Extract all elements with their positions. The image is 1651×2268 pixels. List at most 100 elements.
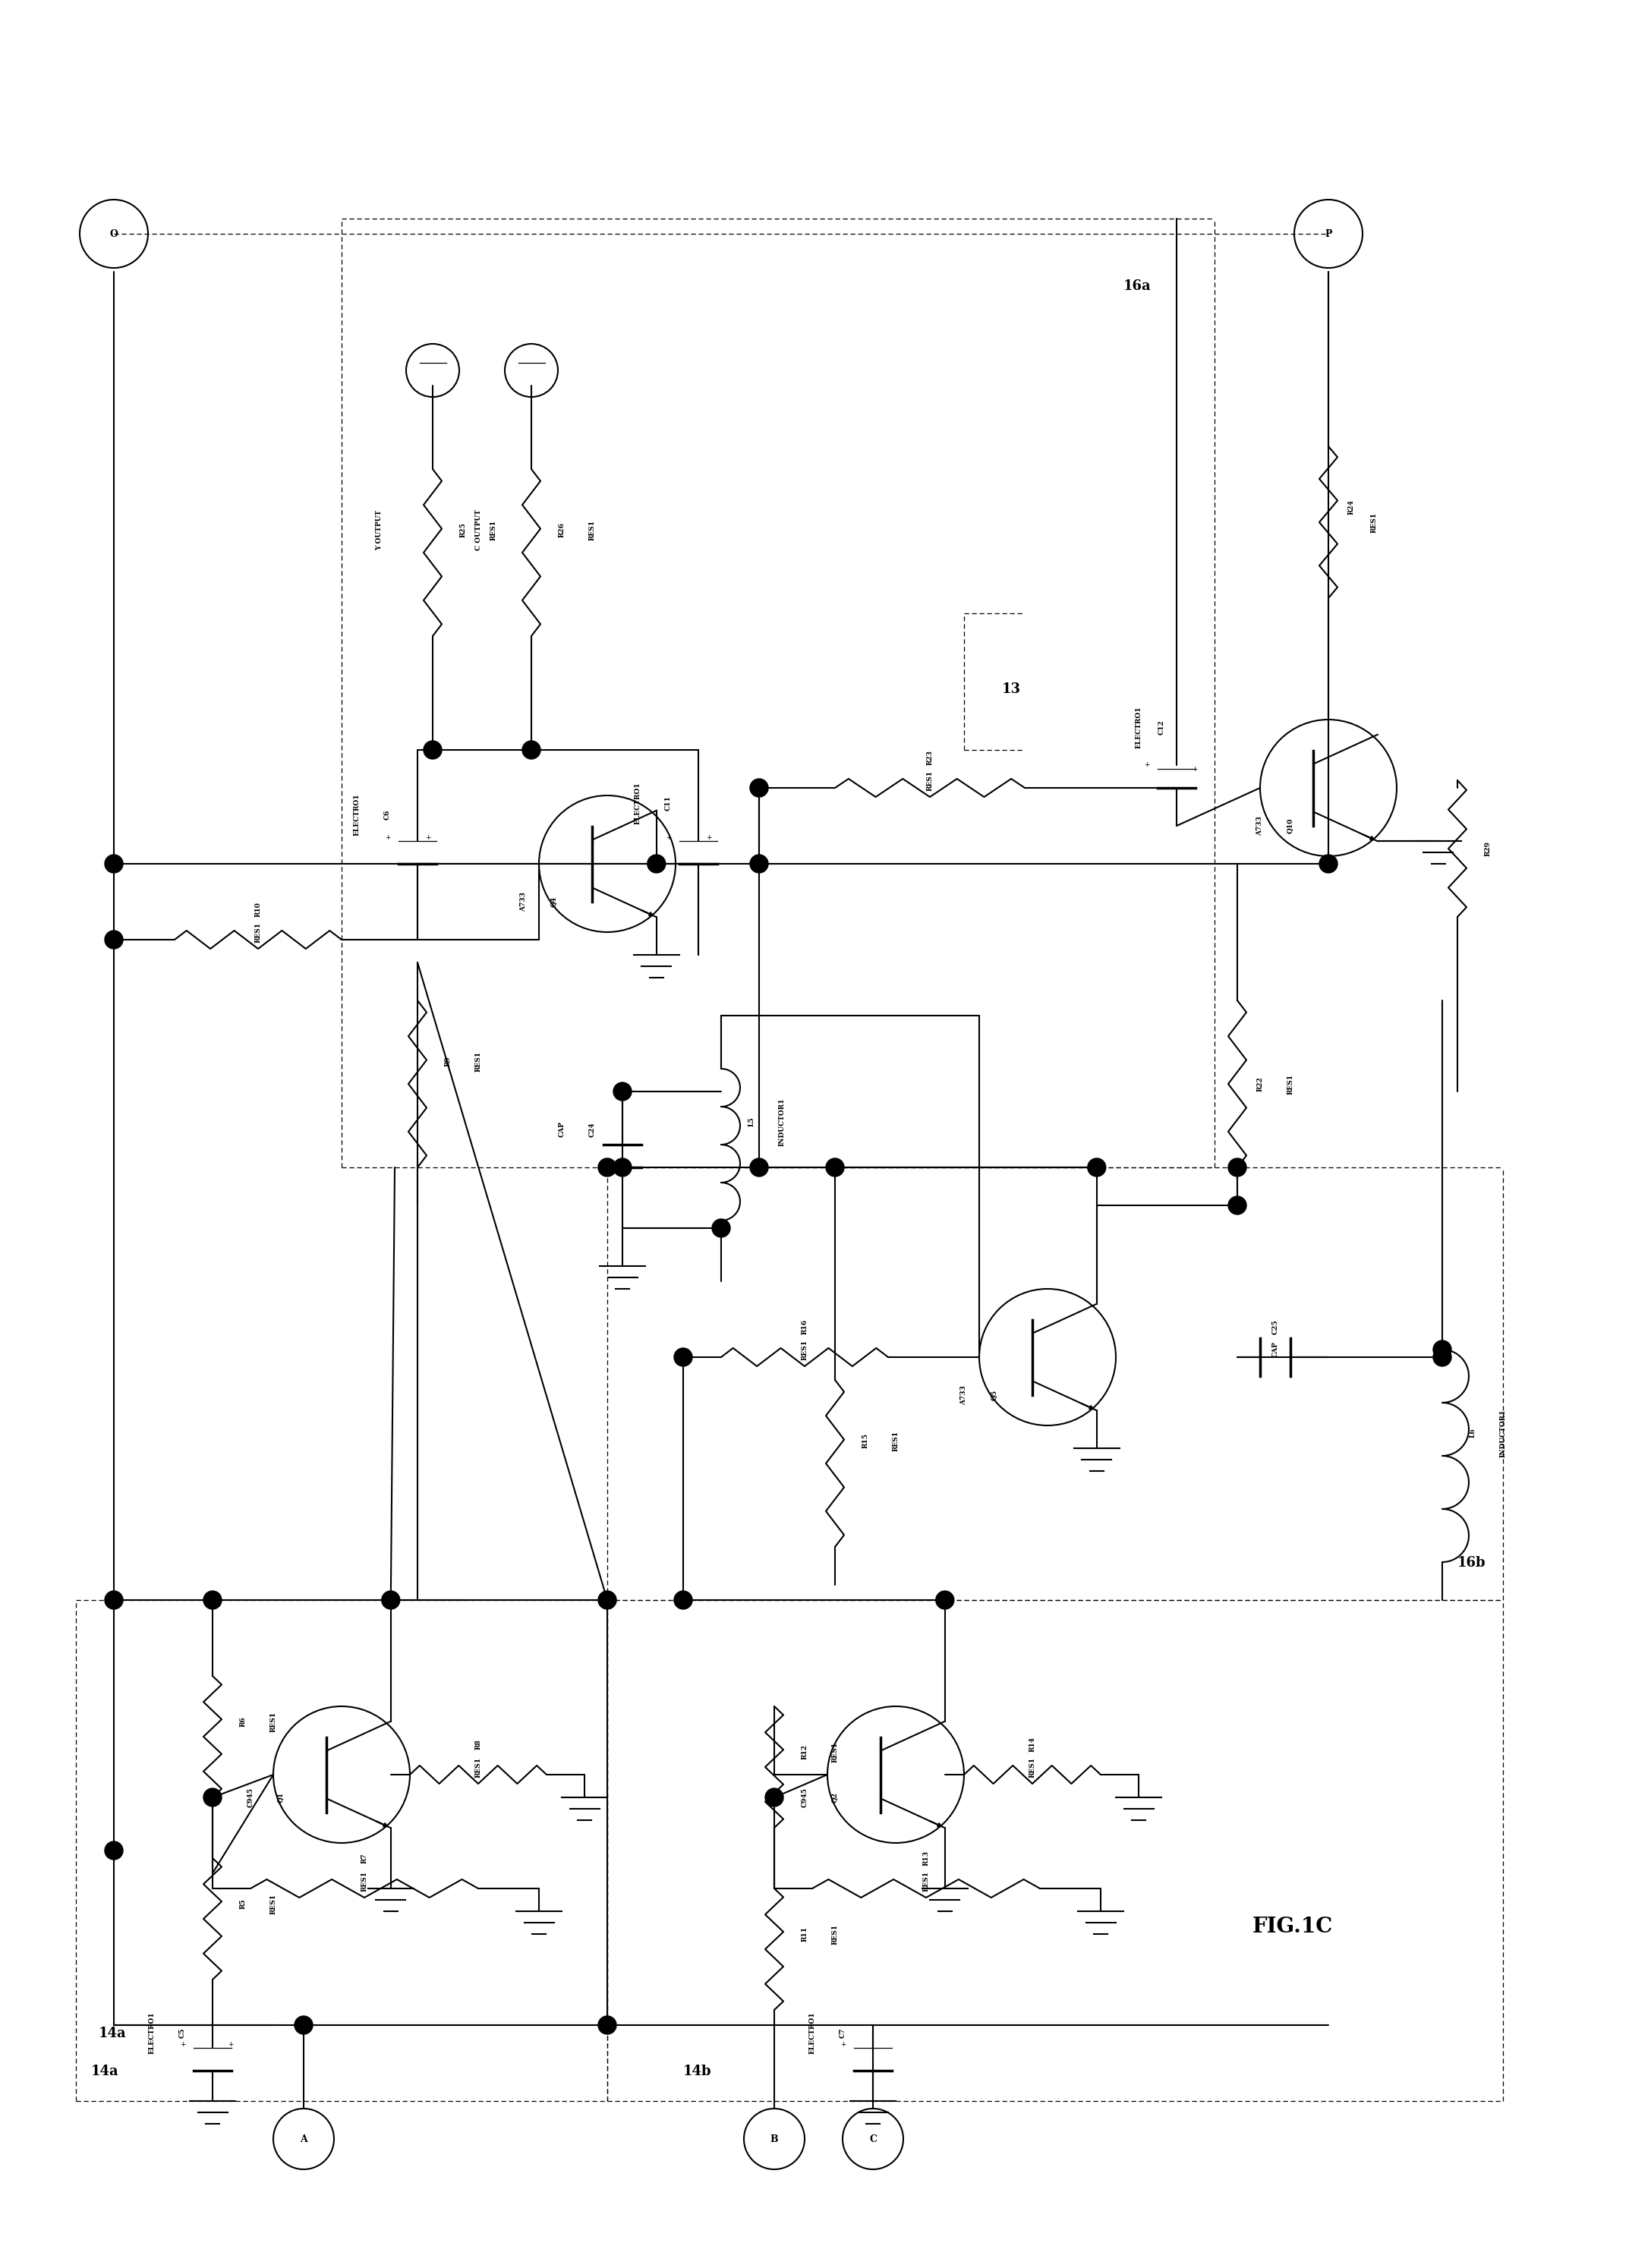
Text: C7: C7 xyxy=(839,2028,845,2037)
Text: C945: C945 xyxy=(248,1787,254,1808)
Circle shape xyxy=(598,1590,616,1610)
Circle shape xyxy=(1228,1159,1247,1177)
Text: R14: R14 xyxy=(1029,1737,1035,1751)
Text: Q1: Q1 xyxy=(277,1792,284,1803)
Text: RES1: RES1 xyxy=(362,1871,368,1892)
Text: +: + xyxy=(228,2041,233,2048)
Text: ELECTRO1: ELECTRO1 xyxy=(1136,705,1142,748)
Circle shape xyxy=(1433,1340,1451,1359)
Text: C OUTPUT: C OUTPUT xyxy=(475,510,482,551)
Text: RES1: RES1 xyxy=(923,1871,930,1892)
Circle shape xyxy=(826,1159,844,1177)
Text: R9: R9 xyxy=(444,1057,451,1066)
Text: 14b: 14b xyxy=(684,2064,712,2077)
Text: CAP: CAP xyxy=(558,1120,565,1136)
Text: RES1: RES1 xyxy=(490,519,497,540)
Text: R8: R8 xyxy=(475,1740,482,1749)
Circle shape xyxy=(424,742,442,760)
Text: C5: C5 xyxy=(178,2028,185,2037)
Text: 14a: 14a xyxy=(91,2064,119,2077)
Circle shape xyxy=(750,778,768,796)
Text: CAP: CAP xyxy=(1271,1343,1278,1359)
Text: Q5: Q5 xyxy=(991,1390,997,1399)
Text: Q4: Q4 xyxy=(551,896,558,907)
Text: ELECTRO1: ELECTRO1 xyxy=(353,794,360,835)
Text: R26: R26 xyxy=(558,522,565,538)
Text: +: + xyxy=(1192,767,1197,773)
Circle shape xyxy=(203,1787,221,1808)
Text: R25: R25 xyxy=(459,522,467,538)
Circle shape xyxy=(203,1590,221,1610)
Text: ELECTRO1: ELECTRO1 xyxy=(809,2012,816,2055)
Text: INDUCTOR1: INDUCTOR1 xyxy=(778,1098,786,1145)
Text: RES1: RES1 xyxy=(1288,1073,1294,1093)
Text: 14a: 14a xyxy=(99,2028,127,2041)
Text: RES1: RES1 xyxy=(1029,1758,1035,1778)
Text: RES1: RES1 xyxy=(832,1923,839,1944)
Circle shape xyxy=(104,855,122,873)
Text: RES1: RES1 xyxy=(892,1431,900,1452)
Text: +: + xyxy=(665,835,672,841)
Text: Y OUTPUT: Y OUTPUT xyxy=(376,510,383,549)
Text: +: + xyxy=(385,835,391,841)
Circle shape xyxy=(598,2016,616,2034)
Circle shape xyxy=(294,2016,312,2034)
Circle shape xyxy=(381,1590,400,1610)
Text: R10: R10 xyxy=(254,903,261,916)
Circle shape xyxy=(674,1590,692,1610)
Text: R5: R5 xyxy=(239,1898,246,1910)
Text: R29: R29 xyxy=(1484,841,1491,857)
Text: C945: C945 xyxy=(801,1787,807,1808)
Text: 16a: 16a xyxy=(1123,279,1151,293)
Text: +: + xyxy=(180,2041,187,2048)
Text: +: + xyxy=(840,2041,847,2048)
Text: RES1: RES1 xyxy=(475,1758,482,1778)
Text: B: B xyxy=(771,2134,778,2143)
Text: C6: C6 xyxy=(383,810,391,819)
Text: R15: R15 xyxy=(862,1433,868,1449)
Text: A: A xyxy=(300,2134,307,2143)
Circle shape xyxy=(598,1159,616,1177)
Text: 13: 13 xyxy=(1002,683,1020,696)
Text: C25: C25 xyxy=(1271,1320,1278,1334)
Circle shape xyxy=(1319,855,1337,873)
Text: Q2: Q2 xyxy=(832,1792,839,1803)
Text: R13: R13 xyxy=(923,1851,930,1867)
Circle shape xyxy=(1433,1347,1451,1365)
Text: +: + xyxy=(1144,762,1151,769)
Text: C: C xyxy=(868,2134,877,2143)
Circle shape xyxy=(104,930,122,948)
Text: R7: R7 xyxy=(362,1853,368,1864)
Text: L6: L6 xyxy=(1469,1429,1476,1438)
Text: R24: R24 xyxy=(1347,499,1354,515)
Text: A733: A733 xyxy=(520,891,527,912)
Circle shape xyxy=(613,1159,632,1177)
Text: A733: A733 xyxy=(1256,816,1263,835)
Text: O: O xyxy=(109,229,117,238)
Text: RES1: RES1 xyxy=(1370,513,1377,533)
Text: R22: R22 xyxy=(1256,1077,1263,1091)
Text: C24: C24 xyxy=(589,1123,596,1136)
Circle shape xyxy=(936,1590,954,1610)
Circle shape xyxy=(1088,1159,1106,1177)
Text: P: P xyxy=(1324,229,1332,238)
Text: R23: R23 xyxy=(926,751,933,764)
Circle shape xyxy=(613,1082,632,1100)
Circle shape xyxy=(1228,1195,1247,1213)
Circle shape xyxy=(764,1787,783,1808)
Text: INDUCTOR1: INDUCTOR1 xyxy=(1499,1408,1506,1456)
Text: RES1: RES1 xyxy=(269,1710,277,1733)
Text: A733: A733 xyxy=(961,1386,967,1404)
Text: RES1: RES1 xyxy=(832,1742,839,1762)
Text: +: + xyxy=(424,835,431,841)
Text: C11: C11 xyxy=(665,796,672,810)
Text: +: + xyxy=(707,835,712,841)
Circle shape xyxy=(104,1842,122,1860)
Circle shape xyxy=(104,1590,122,1610)
Text: ELECTRO1: ELECTRO1 xyxy=(149,2012,155,2055)
Circle shape xyxy=(712,1218,730,1238)
Circle shape xyxy=(522,742,540,760)
Text: C12: C12 xyxy=(1157,719,1166,735)
Text: RES1: RES1 xyxy=(589,519,596,540)
Text: RES1: RES1 xyxy=(926,771,933,792)
